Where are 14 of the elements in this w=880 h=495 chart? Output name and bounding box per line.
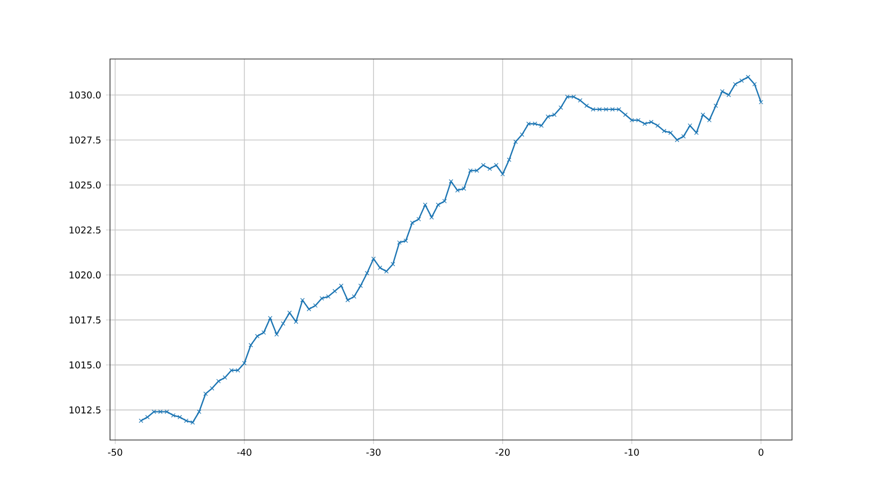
x-tick-label: 0 — [758, 448, 764, 456]
x-tick-label: -10 — [624, 448, 639, 456]
y-tick-label: 1025.0 — [70, 181, 101, 188]
y-tick-label: 1012.5 — [70, 406, 100, 414]
y-tick-label: 1017.5 — [70, 316, 100, 324]
x-tick-label: -40 — [237, 448, 252, 456]
y-tick-label: 1020.0 — [70, 271, 101, 278]
x-tick-label: -20 — [496, 448, 510, 456]
x-tick-label: -50 — [108, 448, 122, 456]
y-tick-label: 1027.5 — [70, 136, 100, 144]
y-tick-label: 1022.5 — [70, 226, 100, 234]
x-tick-label: -30 — [366, 448, 381, 456]
y-tick-label: 1015.0 — [70, 361, 101, 368]
y-tick-label: 1030.0 — [70, 91, 101, 99]
